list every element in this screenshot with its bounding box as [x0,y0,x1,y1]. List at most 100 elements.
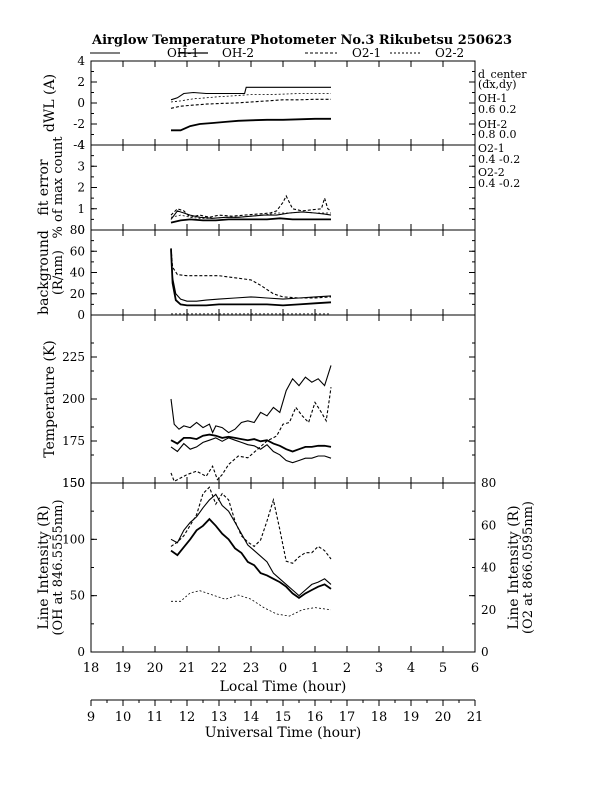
panel-frame-fit_error [90,144,476,231]
ylabel2-intensity: (OH at 846.5555nm) [51,499,66,635]
ytick-right-label-intensity: 40 [481,561,496,575]
series-intensity-o2-1 [170,486,332,564]
ytick-label-temperature: 150 [62,476,85,490]
series-fit_error-o2-1 [170,194,332,218]
ytick-label-fit_error: 4 [77,138,85,152]
ytick-label-fit_error: 1 [77,202,85,216]
ytick-label-fit_error: 0 [77,223,85,237]
local-time-tick: 18 [83,661,100,676]
local-time-tick: 20 [147,661,164,676]
series-intensity-oh-1 [170,493,332,597]
series-background-o2-1 [170,248,332,299]
side-entry-name: O2-2 [478,166,505,179]
panel-frame-intensity [90,482,476,653]
side-heading: d_center [478,68,527,81]
ytick-label-background: 40 [70,266,85,280]
side-entry-value: 0.4 -0.2 [478,177,520,190]
ytick-label-temperature: 225 [62,350,85,364]
series-dwl-oh-1 [170,86,331,101]
ytick-label-dwl: 4 [77,54,85,68]
ytick-label-intensity: 0 [77,645,85,659]
series-fit_error-oh-2 [170,217,331,224]
ylabel-right-intensity: Line Intensity (R) [506,505,522,629]
local-time-tick: 2 [343,661,351,676]
local-time-tick: 6 [471,661,479,676]
ytick-label-intensity: 150 [62,476,85,490]
series-intensity-oh-1-upper- [170,437,332,464]
series-intensity-oh-2-upper- [170,433,332,453]
ytick-label-temperature: 175 [62,434,85,448]
local-time-tick: 21 [179,661,196,676]
ylabel2-fit_error: % of max count [51,136,66,239]
side-entry-value: 0.6 0.2 [478,103,516,116]
ut-tick-label: 17 [339,710,356,725]
ut-tick-label: 21 [467,710,484,725]
local-time-tick: 3 [375,661,383,676]
series-intensity-oh-2 [170,517,332,600]
local-time-tick: 19 [115,661,132,676]
panel-frame-background [90,229,476,316]
local-time-tick: 5 [439,661,447,676]
ytick-label-fit_error: 3 [77,159,85,173]
local-time-tick: 0 [279,661,287,676]
ylabel-intensity: Line Intensity (R) [36,505,52,629]
ylabel-right2-intensity: (O2 at 866.0595nm) [521,501,536,634]
ytick-right-label-intensity: 20 [481,603,496,617]
ytick-label-background: 0 [77,308,85,322]
local-time-tick: 23 [243,661,260,676]
ytick-label-background: 20 [70,287,85,301]
side-entry-name: O2-1 [478,142,505,155]
ytick-label-intensity: 100 [62,532,85,546]
ut-tick-label: 18 [371,710,388,725]
ytick-right-label-intensity: 0 [481,645,489,659]
series-dwl-o2-1 [170,98,331,109]
ut-tick-label: 12 [179,710,196,725]
legend-label-o2-1: O2-1 [352,46,381,60]
series-intensity-o2-2 [171,590,332,617]
ut-tick-label: 10 [115,710,132,725]
chart-title: Airglow Temperature Photometer No.3 Riku… [91,33,512,48]
ytick-label-dwl: 2 [77,75,85,89]
series-dwl-oh-2 [171,117,331,132]
ytick-right-label-intensity: 60 [481,518,496,532]
side-sub: (dx,dy) [478,78,517,91]
ut-tick-label: 9 [87,710,95,725]
local-time-tick: 1 [311,661,319,676]
ut-tick-label: 13 [211,710,228,725]
series-dwl-o2-2 [170,93,331,103]
ytick-label-intensity: 50 [70,589,85,603]
ylabel-background: background [36,230,52,315]
ut-tick-label: 16 [307,710,324,725]
ytick-label-background: 60 [70,244,85,258]
ut-tick-label: 11 [147,710,164,725]
series-fit_error-o2-2 [170,211,331,219]
legend-label-oh-2: OH-2 [222,46,254,60]
side-entry-name: OH-2 [478,118,507,131]
series-temperature-oh-1 [170,365,332,434]
local-time-tick: 4 [407,661,415,676]
ylabel2-background: (R/nm) [51,250,66,295]
ut-tick-label: 15 [275,710,292,725]
local-time-tick: 22 [211,661,228,676]
ylabel-fit_error: fit error [36,159,52,216]
ytick-label-temperature: 200 [62,392,85,406]
ylabel-temperature: Temperature (K) [42,340,58,458]
ut-tick-label: 19 [403,710,420,725]
ut-label: Universal Time (hour) [205,725,362,741]
local-time-label: Local Time (hour) [220,679,347,695]
ytick-label-dwl: -4 [73,138,85,152]
side-entry-name: OH-1 [478,92,507,105]
ytick-label-dwl: 0 [77,96,85,110]
side-entry-value: 0.4 -0.2 [478,153,520,166]
ylabel-dwl: dWL (A) [42,74,58,132]
legend-label-o2-2: O2-2 [435,46,464,60]
ytick-label-dwl: -2 [73,117,85,131]
ut-tick-label: 20 [435,710,452,725]
ytick-label-fit_error: 2 [77,181,85,195]
side-entry-value: 0.8 0.0 [478,128,516,141]
series-background-oh-2 [170,249,332,307]
series-background-oh-1 [170,251,332,302]
ytick-right-label-intensity: 80 [481,476,496,490]
